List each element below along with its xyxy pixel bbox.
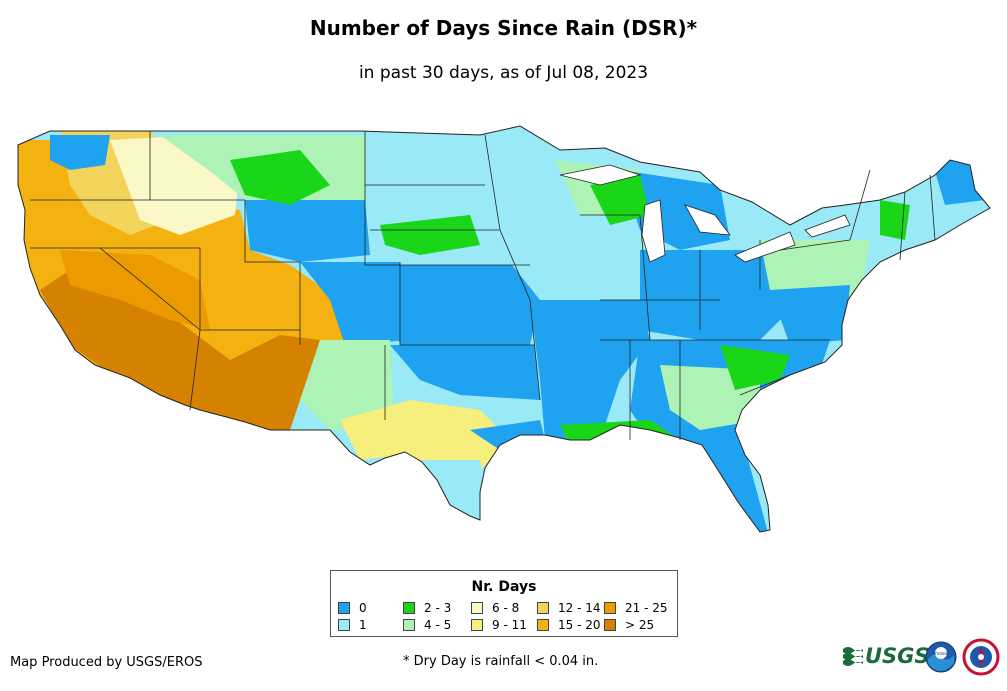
region-midwest-1: [500, 200, 650, 300]
region-oklahoma-0: [390, 345, 540, 400]
conus-dsr-map: [17, 125, 991, 533]
region-dakotas-1: [365, 135, 500, 230]
svg-text:noaa: noaa: [935, 651, 947, 657]
legend-swatch-5: [471, 619, 483, 631]
state-boundaries: [30, 131, 936, 440]
legend-title: Nr. Days: [471, 579, 537, 595]
noaa-logo: noaa: [925, 641, 957, 673]
nws-logo: [962, 638, 1000, 676]
legend-item-4: 6 - 8: [471, 601, 519, 615]
map-title: Number of Days Since Rain (DSR)*: [309, 16, 698, 40]
legend-item-3: 4 - 5: [403, 618, 451, 632]
legend-swatch-8: [604, 602, 616, 614]
legend-item-9: > 25: [604, 618, 654, 632]
region-southwest-gt25: [40, 270, 330, 430]
region-montana-2-3: [230, 150, 330, 205]
legend-item-6: 12 - 14: [537, 601, 601, 615]
region-nebraska-2-3: [380, 215, 480, 255]
usgs-wave-icon: [843, 647, 863, 666]
great-lakes: [559, 164, 851, 263]
legend-item-5: 9 - 11: [471, 618, 527, 632]
legend-swatch-2: [403, 602, 415, 614]
legend-item-8: 21 - 25: [604, 601, 668, 615]
legend-item-7: 15 - 20: [537, 618, 601, 632]
region-texas-west-9-11: [340, 400, 510, 470]
legend-swatch-9: [604, 619, 616, 631]
region-carolina-2-3: [720, 345, 790, 390]
region-vermont-2-3: [880, 200, 910, 240]
legend-item-0: 0: [338, 601, 367, 615]
dsr-regions: [18, 130, 990, 532]
region-nm-4-5: [300, 340, 395, 430]
legend-item-1: 1: [338, 618, 367, 632]
legend-swatch-3: [403, 619, 415, 631]
map-subtitle: in past 30 days, as of Jul 08, 2023: [358, 63, 649, 83]
usgs-wordmark: USGS: [865, 644, 930, 668]
legend-swatch-4: [471, 602, 483, 614]
legend: Nr. Days 0 1 2 - 3 4 - 5 6 - 8 9 - 11 12…: [330, 570, 678, 637]
producer-credit: Map Produced by USGS/EROS: [10, 655, 203, 670]
region-wyoming-0: [245, 200, 370, 262]
legend-item-2: 2 - 3: [403, 601, 451, 615]
region-kansas-0: [370, 265, 540, 345]
legend-swatch-0: [338, 602, 350, 614]
region-nevada-21-25: [60, 250, 210, 330]
region-south-texas-1: [420, 460, 490, 520]
legend-swatch-1: [338, 619, 350, 631]
legend-swatch-7: [537, 619, 549, 631]
region-mid-atlantic-0: [770, 285, 850, 345]
dry-day-footnote: * Dry Day is rainfall < 0.04 in.: [403, 654, 599, 669]
legend-swatch-6: [537, 602, 549, 614]
region-nw-washington-0: [50, 135, 110, 170]
region-great-lakes-2-3: [590, 175, 650, 225]
usgs-logo: USGS: [843, 644, 930, 668]
region-mississippi-0: [530, 300, 650, 440]
